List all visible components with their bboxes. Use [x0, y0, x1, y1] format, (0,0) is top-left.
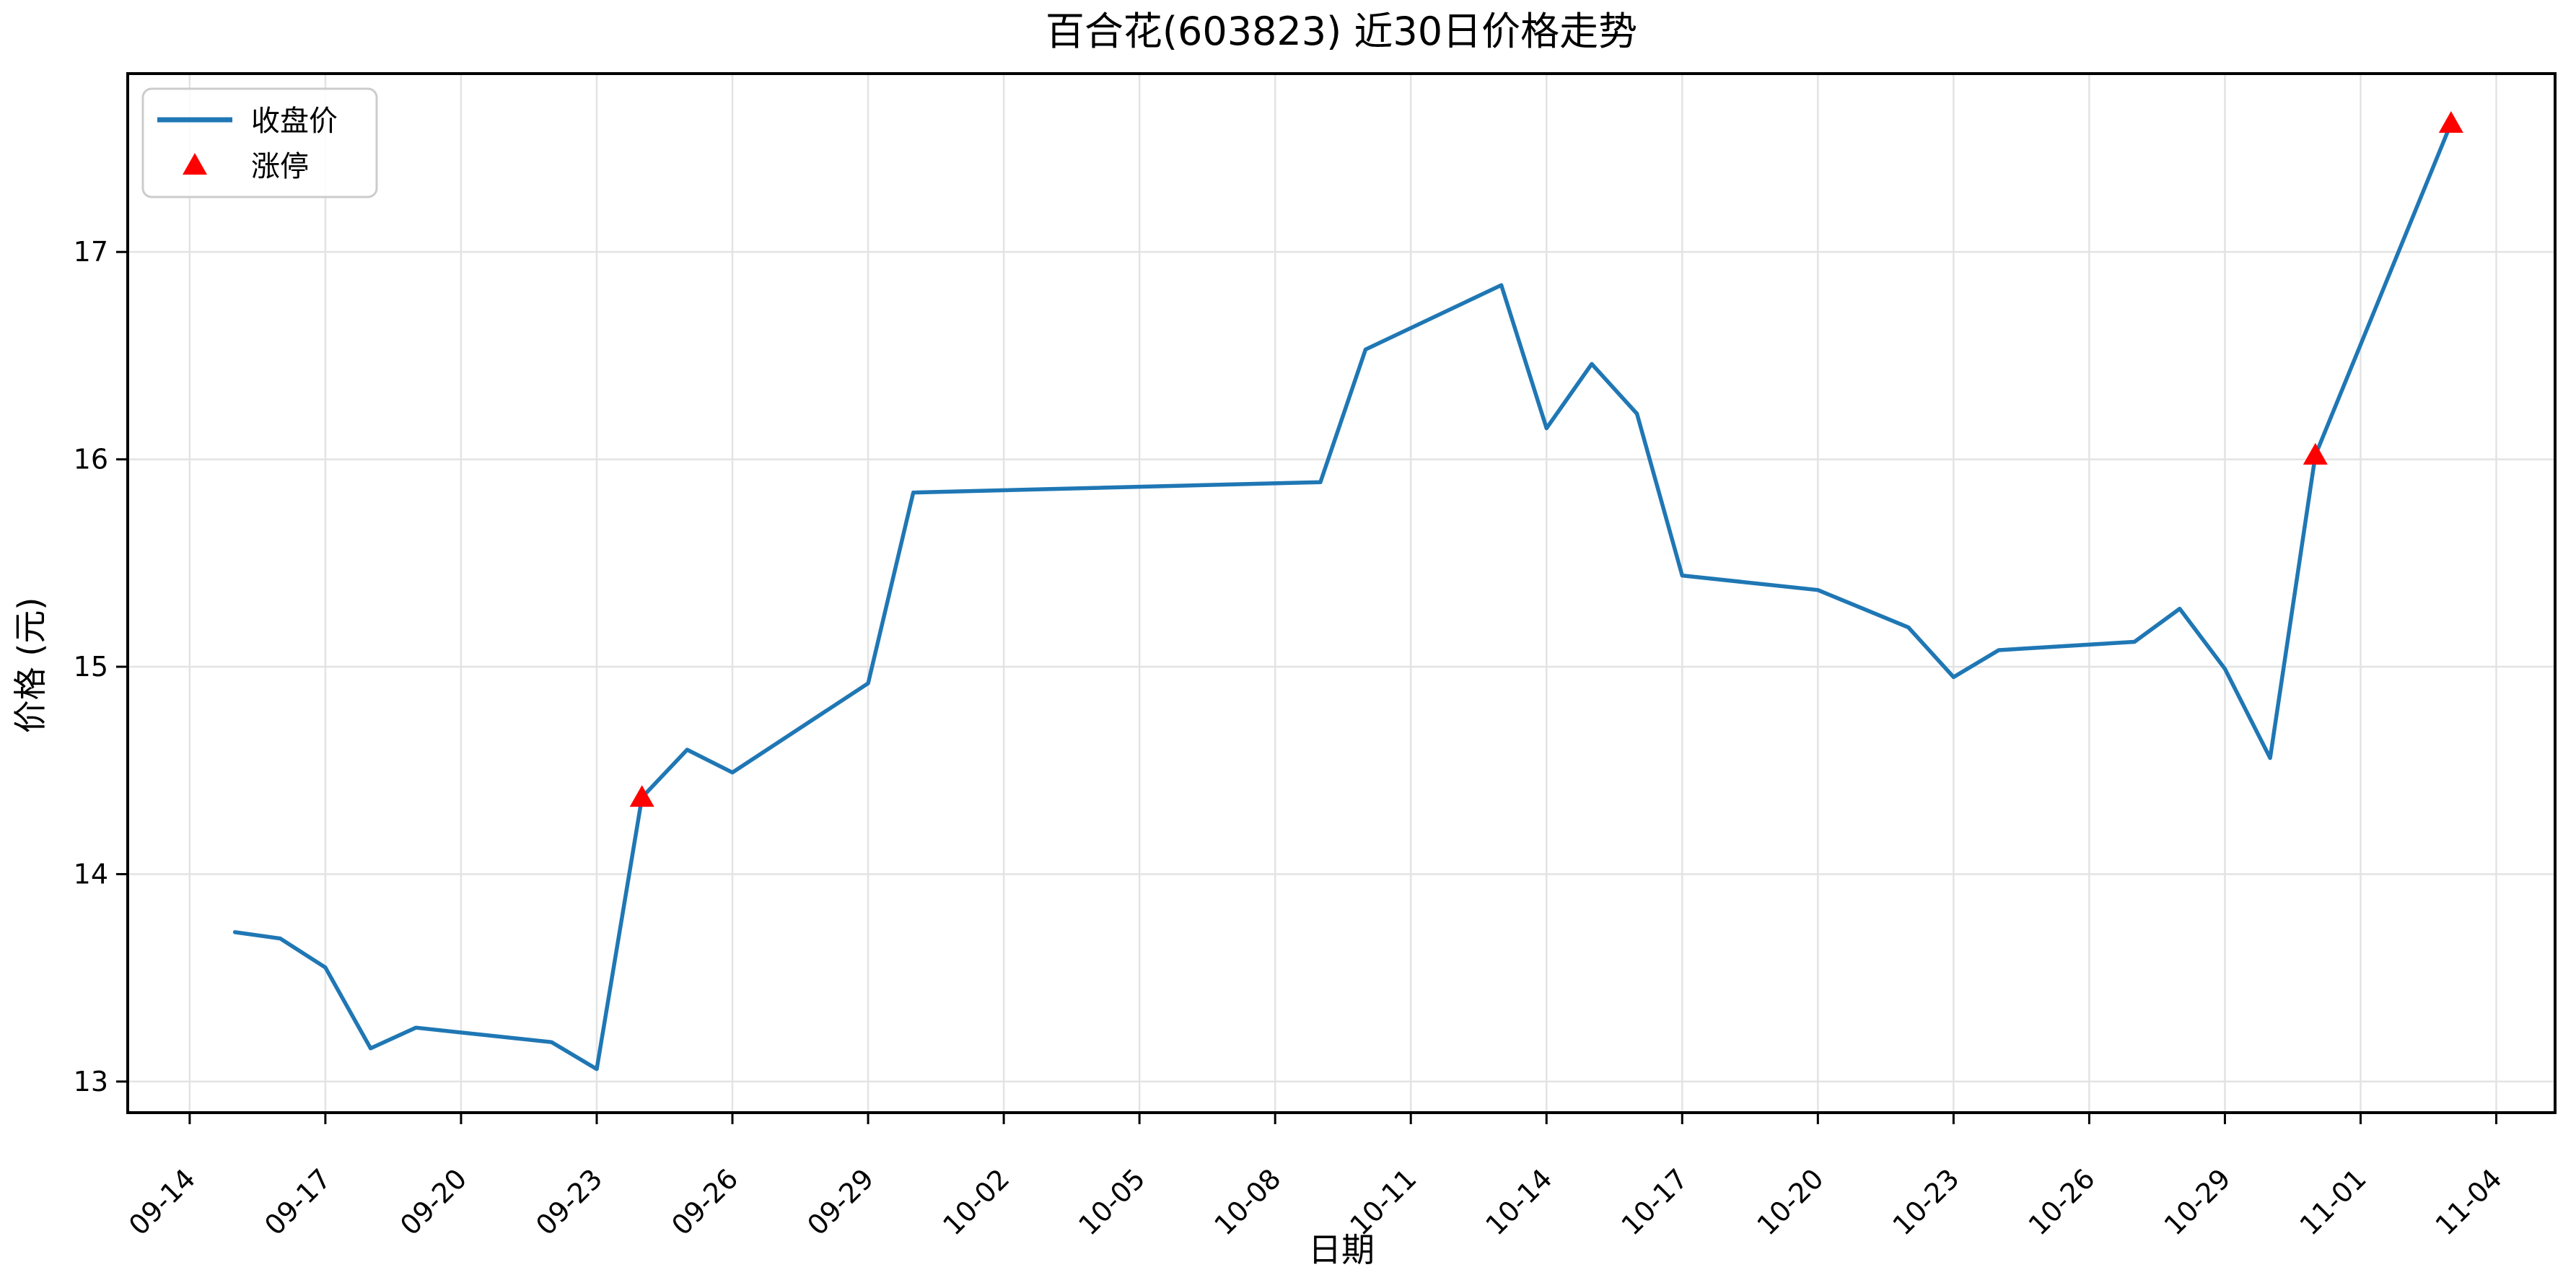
y-tick-label: 14	[74, 858, 108, 890]
series-layer	[232, 110, 2463, 1072]
plot-frame	[126, 72, 2557, 1114]
x-tick-label: 10-23	[1887, 1162, 1966, 1241]
legend-triangle-sample-icon	[183, 153, 207, 175]
x-tick-label: 10-02	[937, 1162, 1015, 1241]
x-tick-label: 10-05	[1072, 1162, 1151, 1241]
x-tick-label: 09-29	[801, 1162, 880, 1241]
x-tick-label: 09-23	[530, 1162, 608, 1241]
x-tick-label: 09-26	[665, 1162, 744, 1241]
y-tick-label: 17	[74, 236, 108, 268]
limit-up-marker	[629, 785, 654, 807]
axis-ticks	[116, 250, 2498, 1124]
y-axis-label: 价格 (元)	[11, 597, 50, 734]
chart-title: 百合花(603823) 近30日价格走势	[1046, 9, 1637, 54]
x-tick-label: 09-14	[123, 1162, 201, 1241]
x-axis-label: 日期	[1308, 1230, 1375, 1269]
x-tick-label: 11-04	[2430, 1162, 2508, 1241]
x-tick-label: 11-01	[2294, 1162, 2373, 1241]
x-tick-label: 10-29	[2158, 1162, 2237, 1241]
x-tick-label: 10-26	[2023, 1162, 2101, 1241]
y-tick-label: 15	[74, 651, 108, 683]
x-tick-label: 10-08	[1208, 1162, 1287, 1241]
y-tick-label: 13	[74, 1066, 108, 1097]
y-tick-label: 16	[74, 444, 108, 476]
x-tick-label: 10-17	[1615, 1162, 1694, 1241]
x-tick-label: 10-20	[1751, 1162, 1829, 1241]
limit-up-marker	[2438, 110, 2463, 133]
x-tick-label: 10-14	[1479, 1162, 1558, 1241]
close-price-line	[232, 121, 2453, 1072]
legend-label-close-price: 收盘价	[251, 105, 338, 138]
x-tick-label: 09-17	[258, 1162, 337, 1241]
legend-label-limit-up: 涨停	[251, 150, 309, 183]
legend: 收盘价 涨停	[141, 87, 378, 198]
gridlines	[128, 74, 2555, 1113]
x-tick-label: 09-20	[394, 1162, 473, 1241]
limit-up-marker	[2303, 442, 2328, 465]
axis-tick-labels: 09-14 09-17 09-20 09-23 09-26 09-29 10-02 10-05…	[74, 236, 2508, 1241]
